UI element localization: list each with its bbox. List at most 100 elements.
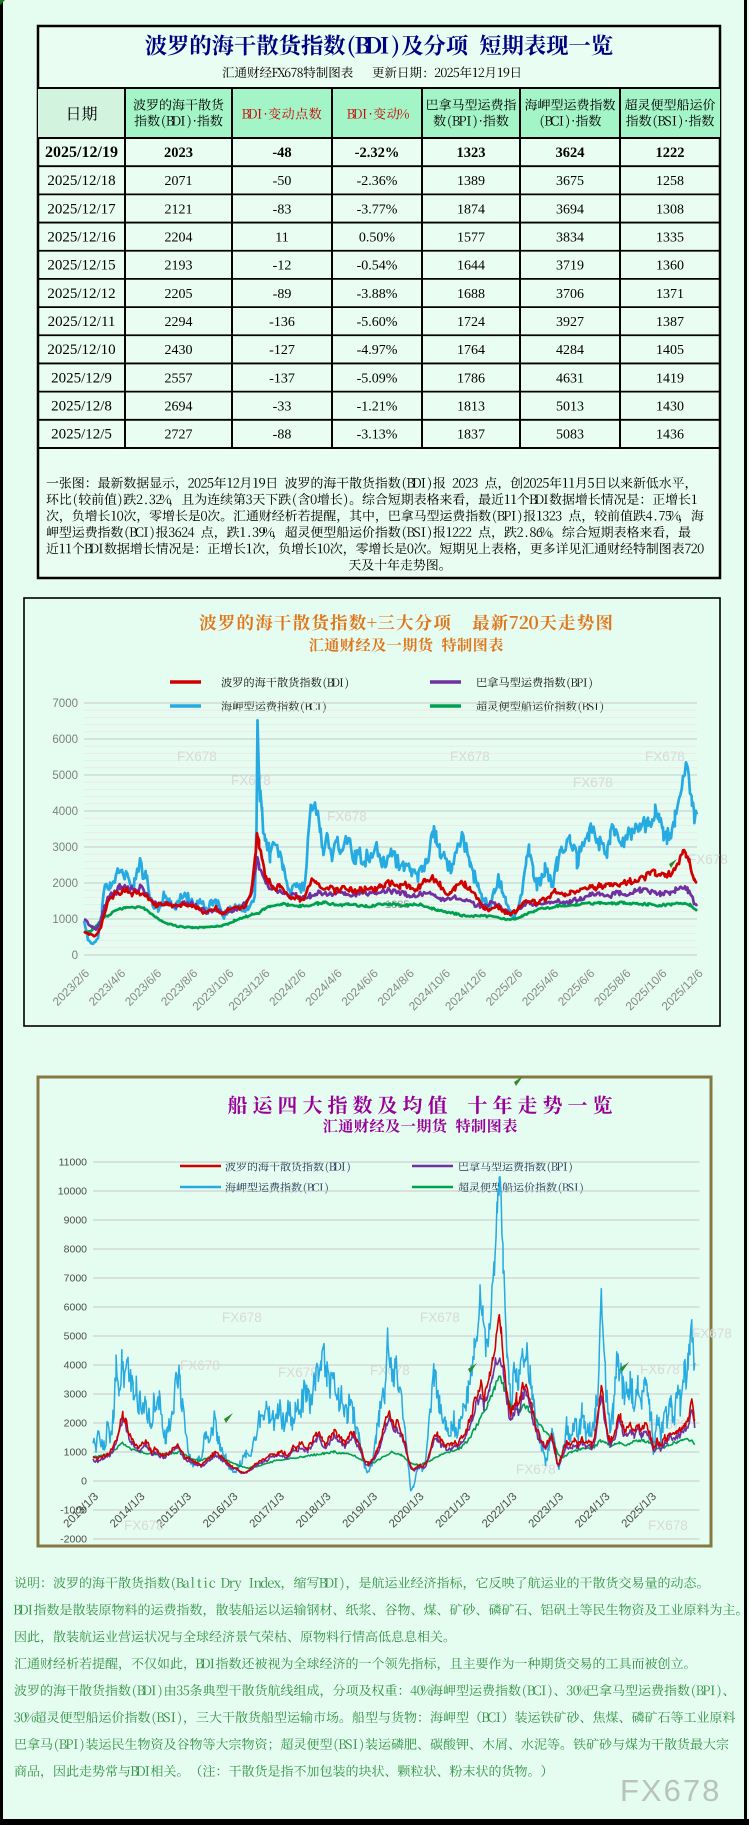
svg-text:-83: -83 bbox=[273, 202, 292, 217]
svg-text:FX678: FX678 bbox=[177, 749, 217, 764]
svg-text:11000: 11000 bbox=[59, 1157, 88, 1169]
svg-text:-5.60%: -5.60% bbox=[357, 315, 398, 330]
svg-text:2205: 2205 bbox=[165, 287, 193, 302]
svg-text:-88: -88 bbox=[273, 428, 292, 443]
svg-text:FX678: FX678 bbox=[648, 1518, 688, 1533]
svg-text:1389: 1389 bbox=[457, 174, 485, 189]
svg-text:3000: 3000 bbox=[64, 1389, 88, 1401]
svg-text:2204: 2204 bbox=[165, 230, 193, 245]
svg-text:4000: 4000 bbox=[52, 806, 78, 818]
svg-text:2557: 2557 bbox=[165, 371, 193, 386]
svg-text:-5.09%: -5.09% bbox=[357, 371, 398, 386]
svg-text:-50: -50 bbox=[273, 174, 292, 189]
svg-text:-89: -89 bbox=[273, 287, 292, 302]
svg-text:FX678: FX678 bbox=[692, 1326, 732, 1341]
svg-text:FX678: FX678 bbox=[640, 1362, 680, 1377]
svg-text:2121: 2121 bbox=[165, 202, 193, 217]
svg-text:1258: 1258 bbox=[656, 174, 684, 189]
svg-text:10000: 10000 bbox=[58, 1186, 87, 1198]
svg-text:2025/12/10: 2025/12/10 bbox=[47, 342, 115, 358]
svg-text:FX678: FX678 bbox=[688, 852, 728, 867]
svg-text:2025/12/17: 2025/12/17 bbox=[47, 201, 116, 217]
svg-text:FX678: FX678 bbox=[645, 749, 685, 764]
svg-text:-3.77%: -3.77% bbox=[357, 202, 398, 217]
svg-text:1323: 1323 bbox=[457, 145, 486, 161]
svg-text:1764: 1764 bbox=[457, 343, 485, 358]
svg-text:3675: 3675 bbox=[556, 174, 584, 189]
svg-text:FX678: FX678 bbox=[370, 1363, 410, 1378]
svg-text:FX678: FX678 bbox=[124, 1518, 164, 1533]
svg-text:-12: -12 bbox=[273, 259, 292, 274]
svg-text:1371: 1371 bbox=[656, 287, 684, 302]
svg-text:6000: 6000 bbox=[64, 1302, 88, 1314]
svg-text:2025/12/12: 2025/12/12 bbox=[47, 286, 115, 302]
svg-text:FX678: FX678 bbox=[516, 1462, 556, 1477]
svg-text:3624: 3624 bbox=[556, 145, 585, 161]
svg-text:3694: 3694 bbox=[556, 202, 584, 217]
svg-text:2727: 2727 bbox=[165, 428, 193, 443]
svg-text:1430: 1430 bbox=[656, 400, 684, 415]
svg-text:0: 0 bbox=[81, 1476, 87, 1488]
svg-text:2000: 2000 bbox=[64, 1418, 88, 1430]
svg-text:1419: 1419 bbox=[656, 371, 684, 386]
svg-text:1644: 1644 bbox=[457, 259, 485, 274]
svg-text:2023: 2023 bbox=[164, 145, 193, 161]
svg-text:1786: 1786 bbox=[457, 371, 485, 386]
svg-text:7000: 7000 bbox=[64, 1273, 88, 1285]
svg-text:-33: -33 bbox=[273, 400, 292, 415]
svg-text:2071: 2071 bbox=[165, 174, 193, 189]
svg-text:11: 11 bbox=[275, 230, 288, 245]
svg-text:5000: 5000 bbox=[64, 1331, 88, 1343]
svg-text:-0.54%: -0.54% bbox=[357, 259, 398, 274]
svg-text:FX678: FX678 bbox=[231, 773, 271, 788]
svg-text:1813: 1813 bbox=[457, 400, 485, 415]
svg-text:2025/12/9: 2025/12/9 bbox=[51, 370, 112, 386]
svg-text:FX678: FX678 bbox=[573, 775, 613, 790]
svg-text:2193: 2193 bbox=[165, 259, 193, 274]
svg-text:2025/12/8: 2025/12/8 bbox=[51, 399, 112, 415]
svg-text:-1.21%: -1.21% bbox=[357, 400, 398, 415]
svg-text:-48: -48 bbox=[272, 145, 291, 161]
svg-text:-4.97%: -4.97% bbox=[357, 343, 398, 358]
svg-text:1387: 1387 bbox=[656, 315, 684, 330]
svg-text:9000: 9000 bbox=[64, 1215, 88, 1227]
svg-text:-1000: -1000 bbox=[60, 1505, 87, 1517]
svg-text:FX678: FX678 bbox=[620, 1773, 721, 1808]
svg-text:3834: 3834 bbox=[556, 230, 584, 245]
svg-text:FX678: FX678 bbox=[420, 1310, 460, 1325]
svg-text:FX678: FX678 bbox=[450, 749, 490, 764]
svg-text:1874: 1874 bbox=[457, 202, 485, 217]
svg-text:0: 0 bbox=[72, 950, 78, 962]
svg-text:2025/12/11: 2025/12/11 bbox=[48, 314, 116, 330]
svg-text:1360: 1360 bbox=[656, 259, 684, 274]
svg-text:-136: -136 bbox=[269, 315, 295, 330]
svg-text:3000: 3000 bbox=[52, 842, 78, 854]
svg-text:FX678: FX678 bbox=[278, 1365, 318, 1380]
svg-text:6000: 6000 bbox=[52, 734, 78, 746]
svg-text:-2000: -2000 bbox=[60, 1534, 87, 1546]
svg-text:1436: 1436 bbox=[656, 428, 684, 443]
svg-text:3706: 3706 bbox=[556, 287, 584, 302]
svg-text:5083: 5083 bbox=[556, 428, 584, 443]
svg-text:0.50%: 0.50% bbox=[359, 230, 396, 245]
svg-text:FX678: FX678 bbox=[222, 1310, 262, 1325]
svg-text:FX678: FX678 bbox=[180, 1358, 220, 1373]
svg-text:7000: 7000 bbox=[52, 698, 78, 710]
svg-text:5013: 5013 bbox=[556, 400, 584, 415]
svg-text:2430: 2430 bbox=[165, 343, 193, 358]
svg-text:2025/12/16: 2025/12/16 bbox=[47, 229, 116, 245]
svg-text:1405: 1405 bbox=[656, 343, 684, 358]
svg-text:-3.13%: -3.13% bbox=[357, 428, 398, 443]
svg-text:2025/12/18: 2025/12/18 bbox=[47, 173, 115, 189]
svg-text:2694: 2694 bbox=[165, 400, 193, 415]
svg-text:3719: 3719 bbox=[556, 259, 584, 274]
svg-text:2025/12/19: 2025/12/19 bbox=[45, 144, 118, 161]
svg-text:4000: 4000 bbox=[64, 1360, 88, 1372]
svg-text:1577: 1577 bbox=[457, 230, 485, 245]
svg-text:-2.32%: -2.32% bbox=[355, 145, 400, 161]
svg-text:4631: 4631 bbox=[556, 371, 584, 386]
svg-text:1724: 1724 bbox=[457, 315, 485, 330]
svg-text:-137: -137 bbox=[269, 371, 295, 386]
svg-text:1000: 1000 bbox=[52, 914, 78, 926]
svg-text:4284: 4284 bbox=[556, 343, 584, 358]
